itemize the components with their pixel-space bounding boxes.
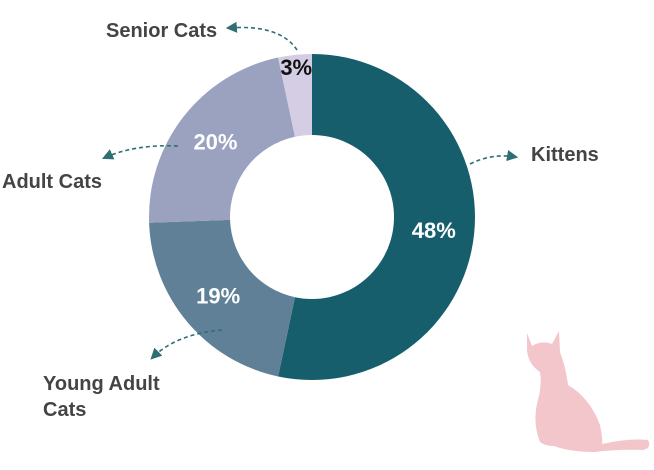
callout-young-adult-cats: Young Adult Cats xyxy=(43,373,165,421)
leader-lines xyxy=(101,21,519,360)
percent-label-young-adult-cats: 19% xyxy=(196,284,240,309)
leader-adult-cats xyxy=(101,144,179,160)
slice-kittens xyxy=(278,54,476,380)
cat-silhouette-icon xyxy=(527,331,650,452)
callout-young-adult-line-2: Cats xyxy=(43,399,86,421)
leader-senior-cats xyxy=(225,21,298,51)
slice-adult-cats xyxy=(149,57,295,223)
callout-adult-cats: Adult Cats xyxy=(2,171,102,193)
percent-label-kittens: 48% xyxy=(412,218,456,243)
percent-label-adult-cats: 20% xyxy=(193,130,237,155)
callout-senior-cats: Senior Cats xyxy=(106,20,217,42)
percent-labels: 48% 19% 20% 3% xyxy=(193,55,455,309)
percent-label-senior-cats: 3% xyxy=(280,55,312,80)
slice-young-adult-cats xyxy=(149,219,295,377)
slice-senior-cats xyxy=(278,54,312,137)
callout-young-adult-line-1: Young Adult xyxy=(43,373,160,395)
slices-layer xyxy=(149,54,476,380)
callout-kittens: Kittens xyxy=(531,144,599,166)
leader-kittens xyxy=(469,150,519,165)
leader-young-adult-cats xyxy=(150,329,223,360)
